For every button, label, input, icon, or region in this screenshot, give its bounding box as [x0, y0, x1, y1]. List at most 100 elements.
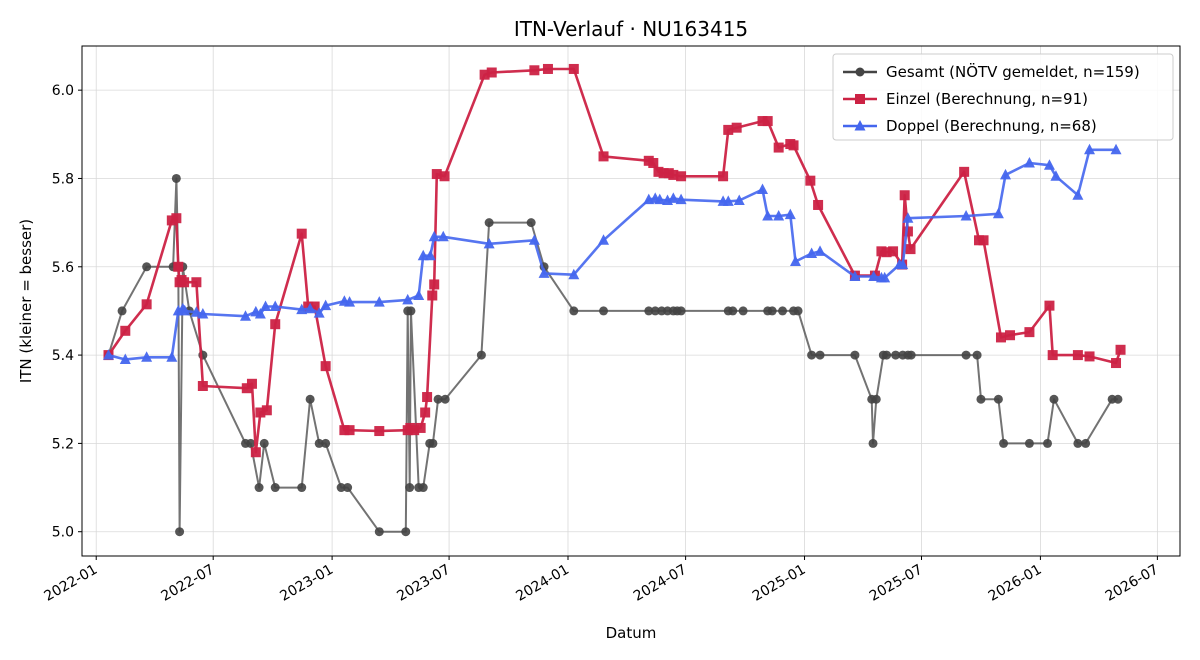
data-point [418, 483, 428, 493]
x-tick-label: 2024-01 [513, 562, 572, 605]
data-point [171, 213, 182, 224]
data-point [415, 422, 426, 433]
data-point [246, 378, 257, 389]
data-point [1072, 189, 1084, 200]
data-point [568, 268, 580, 280]
data-point [175, 527, 185, 537]
data-point [254, 308, 266, 319]
data-point [1113, 394, 1123, 404]
plot-frame [81, 45, 1181, 557]
data-point [269, 300, 281, 312]
data-point [733, 194, 745, 206]
data-point [789, 255, 801, 266]
data-point [309, 301, 320, 312]
data-point [881, 247, 892, 258]
data-point [773, 210, 785, 221]
x-tick-label: 2025-07 [867, 562, 926, 605]
data-point [424, 249, 436, 261]
data-point [373, 296, 385, 307]
data-point [1111, 358, 1122, 369]
data-point [429, 279, 440, 290]
data-point [413, 289, 425, 300]
data-point [993, 394, 1003, 404]
data-point [420, 407, 431, 418]
data-point [568, 63, 579, 74]
chart-title: ITN-Verlauf · NU163415 [514, 17, 748, 41]
data-point [1081, 438, 1091, 448]
data-point [417, 249, 429, 261]
data-point [718, 171, 729, 182]
data-point [778, 306, 788, 316]
legend-marker [854, 120, 866, 131]
data-point [374, 527, 384, 537]
legend-item: Einzel (Berechnung, n=91) [843, 90, 1088, 108]
data-point [259, 438, 269, 448]
data-point [793, 306, 803, 316]
data-point [722, 195, 734, 206]
data-point [961, 350, 971, 360]
data-point [653, 166, 664, 177]
data-point [1049, 394, 1059, 404]
data-point [529, 65, 540, 76]
data-point [648, 158, 659, 169]
data-point [427, 290, 438, 301]
legend-item: Gesamt (NÖTV gemeldet, n=159) [843, 62, 1140, 81]
data-point [270, 483, 280, 493]
data-point [428, 438, 438, 448]
data-point [888, 246, 899, 257]
legend: Gesamt (NÖTV gemeldet, n=159) Einzel (Ber… [832, 53, 1174, 141]
data-point [260, 300, 272, 312]
data-point [879, 271, 891, 283]
data-point [1024, 327, 1035, 338]
data-point [141, 351, 153, 362]
series-markers [102, 143, 1122, 365]
data-point [757, 183, 769, 195]
data-point [171, 173, 181, 183]
data-point [676, 306, 686, 316]
data-point [439, 171, 450, 182]
data-point [814, 245, 826, 256]
data-point [676, 171, 687, 182]
x-tick-label: 2026-07 [1103, 562, 1162, 605]
x-tick-label: 2023-01 [277, 562, 336, 605]
y-tick-label: 5.4 [52, 348, 74, 364]
data-point [119, 353, 131, 365]
data-point [599, 306, 609, 316]
data-point [409, 425, 420, 436]
data-point [179, 304, 191, 316]
data-point [891, 350, 901, 360]
data-point [1072, 350, 1083, 361]
data-point [882, 350, 892, 360]
data-point [1043, 159, 1055, 170]
data-point [270, 319, 281, 330]
data-point [728, 306, 738, 316]
data-point [297, 483, 307, 493]
data-point [850, 350, 860, 360]
data-point [757, 116, 768, 127]
data-point [141, 299, 152, 310]
data-point [868, 270, 880, 281]
data-point [305, 394, 315, 404]
data-point [723, 124, 734, 135]
data-point [902, 212, 914, 223]
data-point [668, 169, 679, 180]
data-point [978, 235, 989, 246]
data-point [428, 230, 440, 242]
data-point [1084, 143, 1096, 155]
data-point [422, 392, 433, 403]
data-point [906, 350, 916, 360]
data-point [483, 237, 495, 249]
data-point [738, 306, 748, 316]
data-point [658, 168, 669, 179]
data-point [320, 361, 331, 372]
data-point [1110, 143, 1122, 155]
legend-label: Einzel (Berechnung, n=91) [886, 90, 1088, 108]
data-point [166, 351, 178, 362]
data-point [1005, 330, 1016, 341]
data-point [1000, 168, 1012, 180]
x-tick-label: 2022-07 [159, 562, 218, 605]
data-point [1047, 350, 1058, 361]
data-point [960, 210, 972, 221]
data-point [849, 270, 861, 281]
data-point [876, 246, 887, 257]
